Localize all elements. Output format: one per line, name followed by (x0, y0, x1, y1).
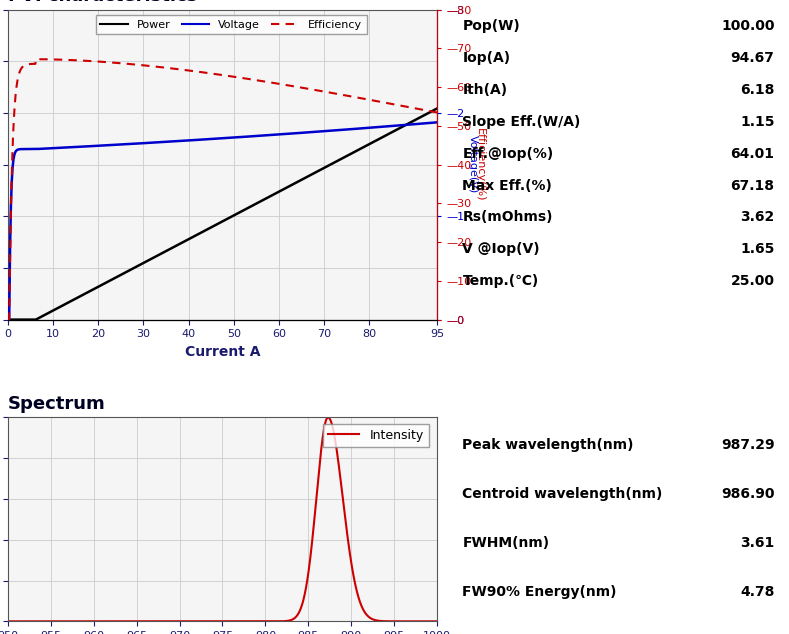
Text: 1.15: 1.15 (740, 115, 775, 129)
Text: FWHM(nm): FWHM(nm) (462, 536, 550, 550)
Text: Temp.(℃): Temp.(℃) (462, 275, 539, 288)
Text: Peak wavelength(nm): Peak wavelength(nm) (462, 437, 634, 451)
Legend: Intensity: Intensity (323, 424, 428, 446)
Text: FW90% Energy(nm): FW90% Energy(nm) (462, 585, 617, 598)
Text: Spectrum: Spectrum (8, 395, 106, 413)
Text: 4.78: 4.78 (740, 585, 775, 598)
Text: Eff.@Iop(%): Eff.@Iop(%) (462, 146, 554, 160)
Text: 67.18: 67.18 (731, 179, 775, 193)
Text: 6.18: 6.18 (740, 82, 775, 97)
Text: 3.61: 3.61 (740, 536, 775, 550)
Text: Max Eff.(%): Max Eff.(%) (462, 179, 552, 193)
Text: 100.00: 100.00 (721, 19, 775, 33)
Text: 986.90: 986.90 (721, 487, 775, 501)
Text: Slope Eff.(W/A): Slope Eff.(W/A) (462, 115, 581, 129)
Text: 987.29: 987.29 (721, 437, 775, 451)
Text: V @Iop(V): V @Iop(V) (462, 242, 540, 256)
Y-axis label: Efficiency(%): Efficiency(%) (475, 128, 485, 202)
Text: Ith(A): Ith(A) (462, 82, 507, 97)
Text: 64.01: 64.01 (731, 146, 775, 160)
Text: Pop(W): Pop(W) (462, 19, 520, 33)
Text: 3.62: 3.62 (740, 210, 775, 224)
Legend: Power, Voltage, Efficiency: Power, Voltage, Efficiency (95, 15, 367, 34)
Text: Iop(A): Iop(A) (462, 51, 510, 65)
Y-axis label: Voltage(V): Voltage(V) (468, 136, 478, 194)
Text: 25.00: 25.00 (731, 275, 775, 288)
Text: 1.65: 1.65 (740, 242, 775, 256)
Text: Centroid wavelength(nm): Centroid wavelength(nm) (462, 487, 663, 501)
X-axis label: Current A: Current A (185, 345, 260, 359)
Text: Rs(mOhms): Rs(mOhms) (462, 210, 553, 224)
Text: 94.67: 94.67 (731, 51, 775, 65)
Text: PVI characteristics: PVI characteristics (8, 0, 197, 5)
